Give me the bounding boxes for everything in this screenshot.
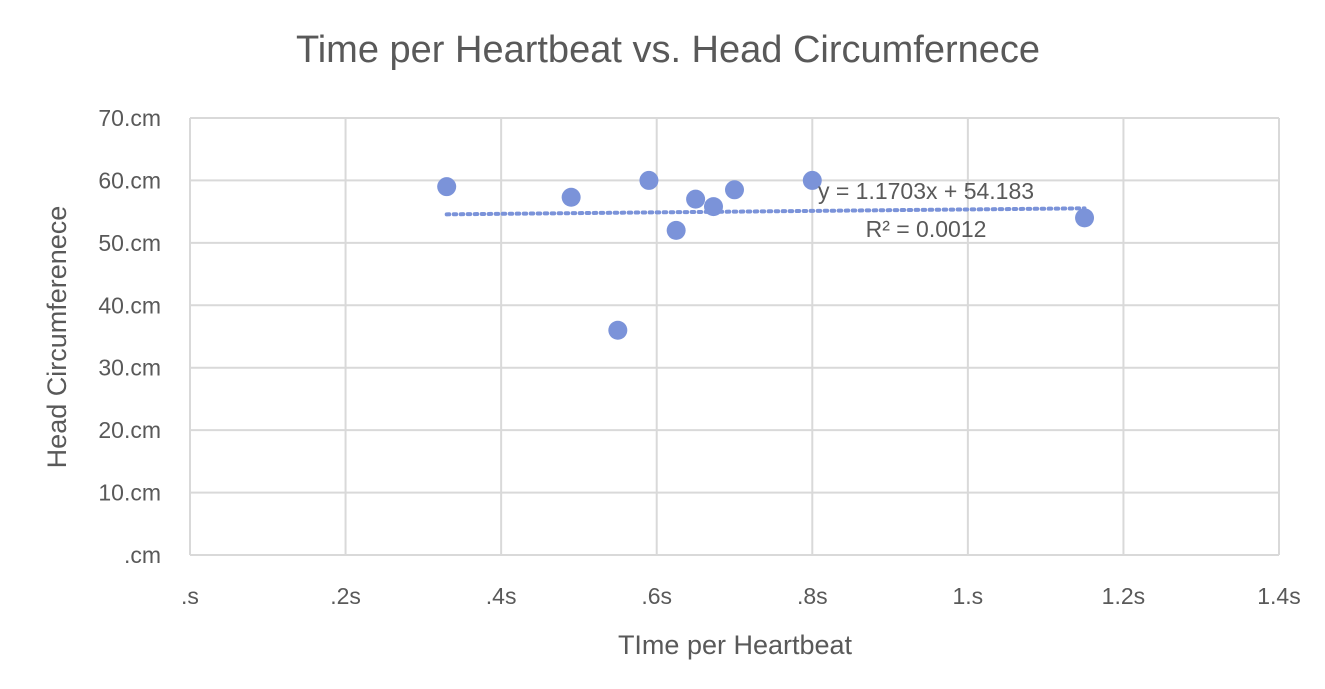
x-tick-labels: .s .2s .4s .6s .8s 1.s 1.2s 1.4s <box>181 583 1301 609</box>
trendline-layer <box>444 206 1087 217</box>
y-tick-labels: .cm 10.cm 20.cm 30.cm 40.cm 50.cm 60.cm 70.cm <box>98 105 161 568</box>
grid-layer <box>189 117 1280 556</box>
x-tick-label: .4s <box>486 583 517 609</box>
data-point <box>703 197 723 217</box>
chart-title: Time per Heartbeat vs. Head Circumfernec… <box>296 29 1040 71</box>
y-tick-label: .cm <box>124 542 161 568</box>
x-tick-label: 1.s <box>953 583 984 609</box>
x-tick-label: 1.4s <box>1257 583 1300 609</box>
data-point <box>639 170 659 190</box>
x-tick-label: .s <box>181 583 199 609</box>
data-point <box>1075 208 1095 228</box>
y-tick-label: 10.cm <box>98 480 161 506</box>
trendline-r-squared: R² = 0.0012 <box>866 216 987 242</box>
trendline <box>444 206 1087 217</box>
y-tick-label: 70.cm <box>98 105 161 131</box>
x-tick-label: .6s <box>641 583 672 609</box>
data-point <box>561 187 581 207</box>
y-axis-title: Head Circumferenece <box>42 206 72 469</box>
data-point <box>437 177 457 197</box>
x-tick-label: .8s <box>797 583 828 609</box>
data-points <box>437 170 1095 340</box>
y-tick-label: 40.cm <box>98 292 161 318</box>
data-point <box>608 320 628 340</box>
data-point <box>686 189 706 209</box>
y-tick-label: 60.cm <box>98 167 161 193</box>
x-tick-label: 1.2s <box>1102 583 1145 609</box>
x-axis-title: TIme per Heartbeat <box>618 630 853 660</box>
y-tick-label: 30.cm <box>98 355 161 381</box>
y-tick-label: 20.cm <box>98 417 161 443</box>
data-point <box>666 220 686 240</box>
trendline-equation: y = 1.1703x + 54.183 <box>818 178 1034 204</box>
x-tick-label: .2s <box>330 583 361 609</box>
y-tick-label: 50.cm <box>98 230 161 256</box>
data-point <box>802 170 822 190</box>
data-point <box>725 180 744 200</box>
